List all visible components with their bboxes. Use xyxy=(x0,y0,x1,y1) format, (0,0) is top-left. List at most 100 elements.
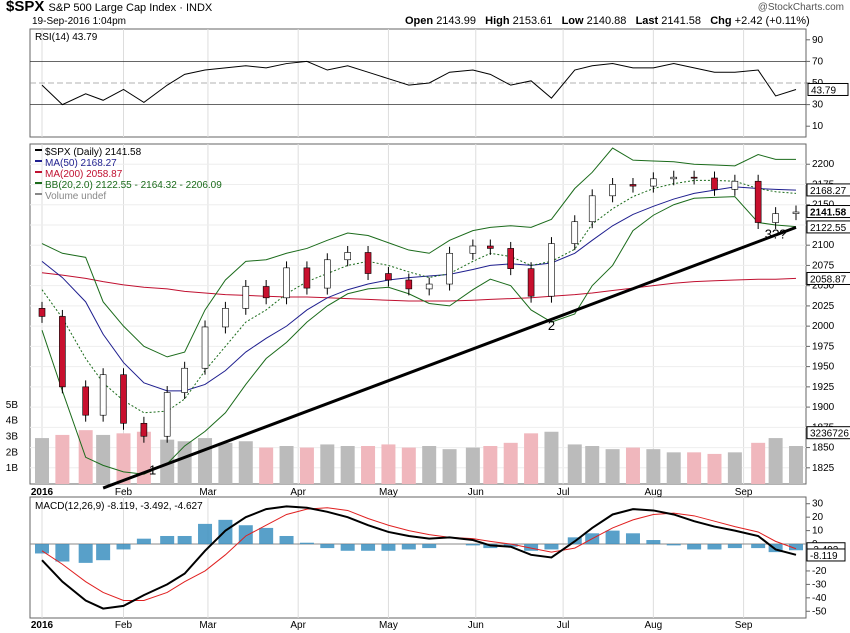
x-month-label: Jun xyxy=(468,487,484,498)
price-annotation: 2 xyxy=(548,318,555,333)
price-tick-label: 2025 xyxy=(812,301,835,312)
candle-body xyxy=(527,268,535,297)
macd-histogram-bar xyxy=(625,533,640,545)
volume-bar xyxy=(442,449,457,484)
volume-bar xyxy=(401,447,416,484)
macd-histogram-bar xyxy=(768,544,783,553)
macd-tick-label: 30 xyxy=(812,499,824,510)
volume-value-tag xyxy=(806,426,850,440)
price-annotation: 1 xyxy=(149,462,156,477)
x-month-label: 2016 xyxy=(31,620,54,631)
price-value-tag xyxy=(806,220,850,234)
bb-upper-line xyxy=(41,147,796,358)
candle-body xyxy=(99,374,107,416)
volume-bar xyxy=(160,439,175,484)
high-label: High xyxy=(485,15,510,27)
ohlc-readout: Open 2143.99 High 2153.61 Low 2140.88 La… xyxy=(405,15,810,27)
macd-histogram-bar xyxy=(789,544,803,551)
legend-entry: Volume undef xyxy=(45,191,106,202)
volume-value-tag-text: 3236726 xyxy=(810,429,849,440)
symbol-title: $SPX S&P 500 Large Cap Index · INDX xyxy=(6,0,213,15)
price-value-tag-text: 2141.58 xyxy=(810,208,847,219)
volume-bar xyxy=(238,441,253,484)
x-month-label: Sep xyxy=(735,620,753,631)
candle-body xyxy=(446,252,453,285)
macd-histogram-bar xyxy=(605,530,620,545)
candle-body xyxy=(571,221,579,244)
rsi-tick-label: 70 xyxy=(812,56,824,67)
macd-tick-label: 10 xyxy=(812,526,824,537)
candle-body xyxy=(548,243,555,297)
candle-body xyxy=(303,267,311,289)
price-tick-label: 2050 xyxy=(812,281,835,292)
copyright: @StockCharts.com xyxy=(757,2,844,13)
macd-label: MACD(12,26,9) -8.119, -3.492, -4.627 xyxy=(35,501,203,512)
macd-histogram-bar xyxy=(707,544,722,550)
x-month-label: Sep xyxy=(735,487,753,498)
macd-histogram-bar xyxy=(727,544,742,549)
price-tick-label: 1850 xyxy=(812,443,835,454)
x-month-label: Jul xyxy=(557,620,570,631)
volume-bar xyxy=(299,447,314,484)
x-month-label: Feb xyxy=(115,620,133,631)
trendline xyxy=(102,225,797,490)
macd-tick-label: -40 xyxy=(812,593,827,604)
x-month-label: Apr xyxy=(290,487,306,498)
macd-histogram-bar xyxy=(666,544,681,546)
low-value: 2140.88 xyxy=(586,15,627,27)
rsi-tick-label: 30 xyxy=(812,100,824,111)
candle-body xyxy=(242,286,250,309)
volume-bar xyxy=(625,447,640,484)
legend-entry: BB(20,2.0) 2122.55 - 2164.32 - 2206.09 xyxy=(45,180,222,191)
volume-bar xyxy=(727,452,742,484)
price-value-tag-text: 2058.87 xyxy=(810,274,847,285)
macd-series-line xyxy=(41,505,797,610)
candle-body xyxy=(731,180,739,190)
price-tick-label: 2100 xyxy=(812,240,835,251)
candle-body xyxy=(181,367,188,393)
macd-panel-frame xyxy=(29,496,807,619)
legend-swatch xyxy=(35,160,42,162)
volume-bar xyxy=(422,446,437,484)
volume-bar xyxy=(198,438,213,484)
rsi-tick-label: 10 xyxy=(812,121,824,132)
macd-histogram-bar xyxy=(78,544,93,563)
volume-bar xyxy=(567,444,582,484)
candle-body xyxy=(262,286,270,299)
volume-bar xyxy=(666,452,681,484)
candle-body xyxy=(609,184,616,197)
candle-body xyxy=(120,374,127,424)
macd-tick-label: 20 xyxy=(812,512,824,523)
candle-body xyxy=(201,326,209,369)
legend-swatch xyxy=(35,182,42,184)
candle-body xyxy=(487,245,494,249)
macd-histogram-bar xyxy=(136,538,151,545)
price-tick-label: 2000 xyxy=(812,321,835,332)
volume-bar xyxy=(524,433,539,484)
x-month-label: May xyxy=(379,487,398,498)
macd-histogram-bar xyxy=(198,523,213,545)
macd-histogram-bar xyxy=(96,544,111,561)
candle-body xyxy=(405,279,413,290)
macd-histogram-bar xyxy=(299,542,314,545)
exchange: INDX xyxy=(185,2,213,14)
x-month-label: Jun xyxy=(468,620,484,631)
open-label: Open xyxy=(405,15,434,27)
chart-date: 19-Sep-2016 1:04pm xyxy=(32,16,126,27)
x-month-label: May xyxy=(379,620,398,631)
macd-histogram-bar xyxy=(422,544,437,549)
candle-body xyxy=(772,213,779,223)
macd-histogram-bar xyxy=(503,544,518,547)
volume-bar xyxy=(707,453,722,484)
x-month-label: Aug xyxy=(644,620,662,631)
candle-body xyxy=(469,245,477,254)
rsi-value-tag-text: 43.79 xyxy=(811,85,836,96)
bb-lower-line xyxy=(41,196,797,475)
candle-body xyxy=(650,178,657,187)
macd-histogram-bar xyxy=(544,544,559,550)
volume-bar xyxy=(605,449,620,484)
volume-bar xyxy=(751,442,766,484)
macd-histogram-bar xyxy=(279,535,294,545)
candle-body xyxy=(711,177,718,190)
legend-swatch xyxy=(35,149,42,151)
